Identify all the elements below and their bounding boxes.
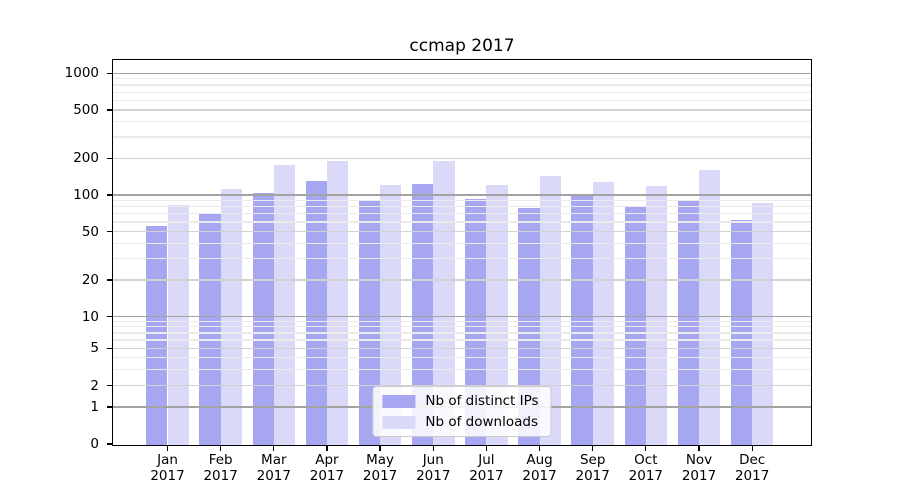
y-tick-mark <box>107 230 112 233</box>
gridline-70 <box>113 213 811 215</box>
x-tick-label: May 2017 <box>362 452 398 484</box>
y-tick-label: 50 <box>81 223 99 240</box>
gridline-400 <box>113 121 811 123</box>
y-tick-mark <box>107 194 112 196</box>
x-tick-label: Aug 2017 <box>522 452 557 484</box>
x-tick-mark <box>751 446 753 451</box>
y-tick-mark <box>107 157 112 159</box>
bar-ips-may <box>358 201 381 445</box>
y-tick-mark <box>107 443 112 445</box>
x-tick-label: Mar 2017 <box>256 452 291 484</box>
x-tick-label: Oct 2017 <box>628 452 664 484</box>
gridline-80 <box>113 206 811 208</box>
gridline-6 <box>113 339 811 341</box>
x-tick-label: Apr 2017 <box>309 452 345 484</box>
legend-item-distinct-ips: Nb of distinct IPs <box>382 393 539 409</box>
gridline-10 <box>113 316 811 318</box>
gridline-30 <box>113 258 811 260</box>
gridline-2 <box>113 385 811 387</box>
legend-label-distinct-ips: Nb of distinct IPs <box>425 393 539 409</box>
bar-ips-jun <box>411 184 434 445</box>
gridline-900 <box>113 78 811 80</box>
y-tick-mark <box>107 109 112 111</box>
bar-ips-apr <box>305 180 327 445</box>
gridline-4 <box>113 356 811 358</box>
x-tick-mark <box>645 446 647 451</box>
gridline-300 <box>113 136 811 138</box>
gridline-1000 <box>113 72 811 74</box>
x-tick-label: Jun 2017 <box>416 452 451 484</box>
x-tick-label: Feb 2017 <box>203 452 238 484</box>
gridline-5 <box>113 347 811 349</box>
gridline-7 <box>113 332 811 334</box>
y-tick-label: 100 <box>73 187 99 203</box>
gridline-9 <box>113 320 811 323</box>
bar-downloads-mar <box>273 164 296 445</box>
x-tick-mark <box>432 446 434 451</box>
gridline-3 <box>113 368 811 370</box>
y-tick-label: 200 <box>73 150 99 167</box>
bar-downloads-oct <box>645 185 668 445</box>
y-tick-label: 1 <box>90 399 99 415</box>
x-tick-label: Jul 2017 <box>469 452 504 484</box>
plot-area: Nb of distinct IPs Nb of downloads 1000 5… <box>65 59 812 483</box>
gridline-200 <box>113 157 811 159</box>
x-tick-mark <box>326 446 328 451</box>
x-tick-mark <box>220 446 222 451</box>
gridline-100 <box>113 194 811 196</box>
y-tick-label: 1000 <box>64 65 99 82</box>
y-tick-mark <box>107 347 112 349</box>
x-tick-mark <box>379 446 381 451</box>
y-tick-mark <box>107 406 112 408</box>
y-tick-label: 0 <box>90 436 99 452</box>
bar-downloads-apr <box>326 161 349 445</box>
bar-downloads-jan <box>167 204 189 445</box>
bar-ips-feb <box>199 212 221 445</box>
y-tick-mark <box>107 385 112 387</box>
x-tick-mark <box>538 446 541 451</box>
gridline-700 <box>113 91 811 93</box>
x-tick-label: Nov 2017 <box>681 452 717 484</box>
bar-downloads-jul <box>486 184 508 445</box>
gridline-40 <box>113 242 811 245</box>
y-tick-label: 20 <box>81 272 99 289</box>
gridline-60 <box>113 221 811 223</box>
y-tick-mark <box>107 316 112 318</box>
x-tick-mark <box>273 446 275 451</box>
bar-downloads-nov <box>699 169 721 445</box>
x-tick-label: Sep 2017 <box>575 452 610 484</box>
gridline-90 <box>113 199 811 202</box>
chart-title: ccmap 2017 <box>409 36 515 56</box>
y-tick-mark <box>107 279 112 281</box>
bar-ips-nov <box>677 199 699 445</box>
y-tick-label: 5 <box>90 340 99 357</box>
legend-item-downloads: Nb of downloads <box>382 414 538 430</box>
gridline-500 <box>113 109 811 111</box>
x-tick-mark <box>592 446 594 451</box>
bar-ips-mar <box>252 193 274 445</box>
x-tick-mark <box>485 446 488 451</box>
y-tick-label: 10 <box>81 308 99 325</box>
legend-label-downloads: Nb of downloads <box>425 414 538 430</box>
y-tick-mark <box>107 72 112 74</box>
legend-swatch-downloads <box>382 415 416 429</box>
gridline-50 <box>113 231 811 233</box>
x-tick-label: Dec 2017 <box>734 452 770 484</box>
x-tick-mark <box>698 446 700 451</box>
x-tick-mark <box>166 446 169 451</box>
bar-downloads-may <box>380 185 402 445</box>
gridline-8 <box>113 326 811 328</box>
gridline-600 <box>113 99 811 101</box>
x-tick-label: Jan 2017 <box>150 452 185 484</box>
y-tick-label: 2 <box>90 377 99 394</box>
legend: Nb of distinct IPs Nb of downloads <box>372 386 552 437</box>
gridline-800 <box>113 84 811 86</box>
gridline-20 <box>113 279 811 281</box>
y-tick-label: 500 <box>73 101 99 118</box>
legend-swatch-distinct-ips <box>382 394 416 408</box>
bar-downloads-sep <box>592 182 614 445</box>
bar-downloads-dec <box>752 202 774 445</box>
